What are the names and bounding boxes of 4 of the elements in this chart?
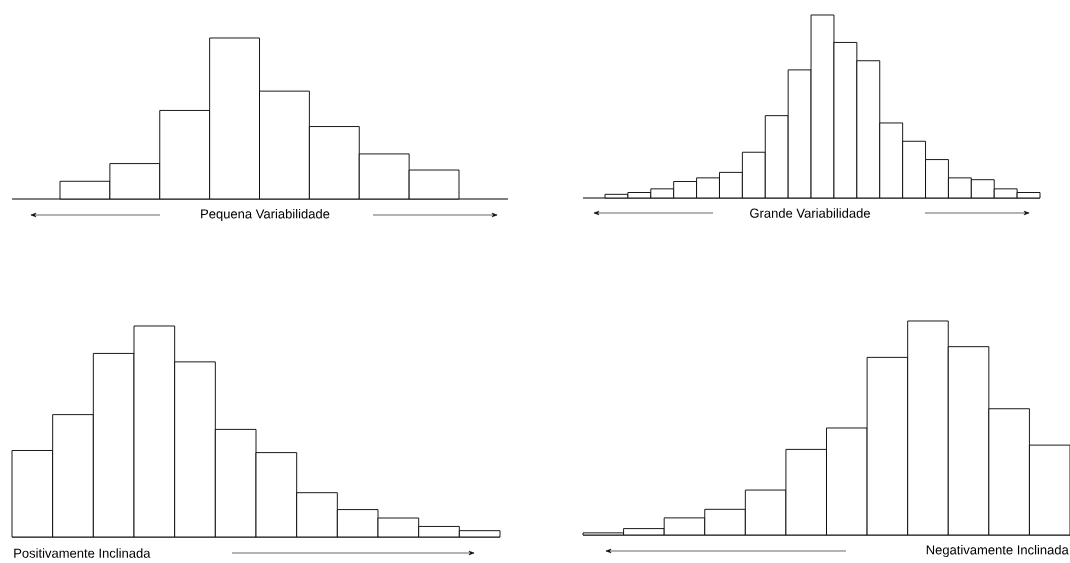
x-axis-title: Negativamente Inclinada xyxy=(926,544,1069,558)
x-axis-title: Positivamente Inclinada xyxy=(14,548,151,558)
x-axis-title: Pequena Variabilidade xyxy=(201,208,330,222)
x-axis-title: Grande Variabilidade xyxy=(750,208,870,218)
